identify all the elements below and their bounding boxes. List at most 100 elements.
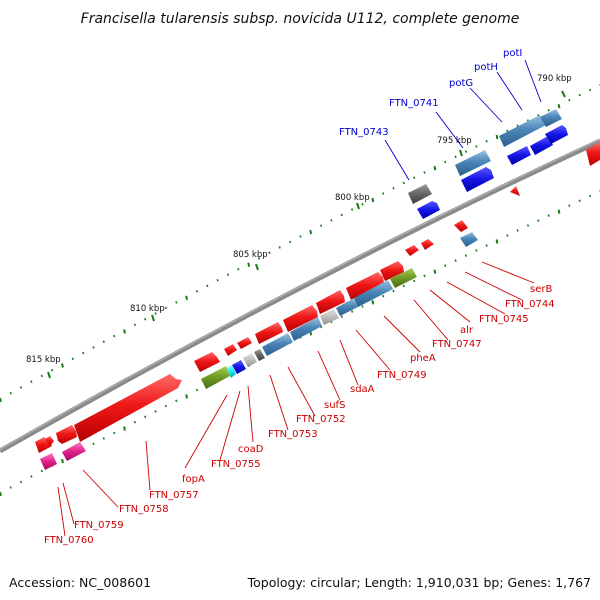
gene-arrow[interactable] <box>201 366 230 389</box>
gene-arrow[interactable] <box>283 305 318 332</box>
gene-arrow[interactable] <box>243 353 257 367</box>
tick-mark <box>547 214 550 217</box>
gene-arrow[interactable] <box>454 220 468 232</box>
gene-label-ftn0743[interactable]: FTN_0743 <box>339 127 389 138</box>
tick-mark <box>495 134 499 140</box>
tick-mark <box>485 244 488 247</box>
gene-arrow[interactable] <box>254 349 265 361</box>
gene-arrow[interactable] <box>408 184 432 204</box>
gene-arrow[interactable] <box>237 337 252 349</box>
tick-mark <box>102 437 105 440</box>
gene-arrow[interactable] <box>74 374 182 442</box>
tick-mark <box>144 317 147 321</box>
gene-arrow[interactable] <box>455 150 491 176</box>
tick-mark <box>92 442 95 446</box>
tick-mark <box>433 166 437 171</box>
gene-arrow[interactable] <box>56 425 77 444</box>
gene-label-ftn0758[interactable]: FTN_0758 <box>119 504 169 515</box>
gene-label-ftn0747[interactable]: FTN_0747 <box>432 339 482 350</box>
tick-mark <box>30 380 33 383</box>
gene-arrow[interactable] <box>530 136 553 155</box>
gene-arrow[interactable] <box>460 232 478 247</box>
gene-label-alr[interactable]: alr <box>460 325 474 336</box>
gene-label-sdaa[interactable]: sdaA <box>350 384 375 395</box>
gene-label-phea[interactable]: pheA <box>410 353 436 364</box>
gene-label-serb[interactable]: serB <box>530 284 552 295</box>
kbp-label-790: 790 kbp <box>537 74 572 84</box>
major-tick-795 <box>459 149 463 157</box>
tick-mark <box>61 458 64 464</box>
gene-arrow[interactable] <box>586 142 600 166</box>
kbp-label-815: 815 kbp <box>26 355 61 365</box>
gene-arrow[interactable] <box>461 167 494 192</box>
gene-arrow[interactable] <box>290 317 322 341</box>
gene-arrow[interactable] <box>316 290 345 314</box>
tick-mark <box>371 197 375 203</box>
tick-mark <box>154 410 157 413</box>
gene-arrow[interactable] <box>354 280 393 307</box>
reverse-genes-track <box>201 109 562 389</box>
gene-arrow[interactable] <box>194 352 220 372</box>
gene-arrow[interactable] <box>232 360 246 374</box>
gene-arrow[interactable] <box>510 186 520 196</box>
gene-label-ftn0752[interactable]: FTN_0752 <box>296 414 346 425</box>
gene-arrow[interactable] <box>380 261 404 281</box>
gene-label-ftn0745[interactable]: FTN_0745 <box>479 314 529 325</box>
tick-mark <box>206 284 209 288</box>
gene-arrow[interactable] <box>545 125 568 144</box>
gene-label-poti[interactable]: potI <box>503 48 522 59</box>
gene-arrow[interactable] <box>499 115 546 147</box>
gene-label-sufs[interactable]: sufS <box>324 400 345 411</box>
gene-label-ftn0749[interactable]: FTN_0749 <box>377 370 427 381</box>
tick-mark <box>226 273 230 276</box>
gene-label-ftn0759[interactable]: FTN_0759 <box>74 520 124 531</box>
gene-arrow[interactable] <box>62 442 86 461</box>
position-markers: 790 kbp 795 kbp 800 kbp 805 kbp 810 kbp … <box>26 74 572 379</box>
tick-mark <box>40 374 43 378</box>
accession-text: Accession: NC_008601 <box>9 575 151 590</box>
tick-mark <box>319 224 323 227</box>
gene-arrow[interactable] <box>421 239 434 250</box>
major-tick-800 <box>356 202 360 210</box>
gene-label-ftn0757[interactable]: FTN_0757 <box>149 490 199 501</box>
gene-arrow[interactable] <box>255 322 283 344</box>
gene-label-potg[interactable]: potG <box>449 78 473 89</box>
gene-arrow[interactable] <box>40 453 57 470</box>
gene-arrow[interactable] <box>320 309 339 325</box>
gene-arrow[interactable] <box>507 146 531 165</box>
gene-label-ftn0744[interactable]: FTN_0744 <box>505 299 555 310</box>
gene-label-ftn0753[interactable]: FTN_0753 <box>268 429 318 440</box>
gene-arrow[interactable] <box>417 201 440 219</box>
tick-mark <box>506 129 509 133</box>
gene-arrow[interactable] <box>262 333 293 356</box>
tick-mark <box>392 289 395 293</box>
tick-mark <box>144 415 147 419</box>
gene-arrow[interactable] <box>405 245 419 256</box>
gene-arrow[interactable] <box>390 268 417 288</box>
gene-label-fopa[interactable]: fopA <box>182 474 205 485</box>
tick-mark <box>578 93 581 97</box>
gene-arrow[interactable] <box>227 365 236 378</box>
gene-arrow[interactable] <box>224 344 237 356</box>
gene-label-poth[interactable]: potH <box>474 62 498 73</box>
major-tick-810 <box>151 314 155 322</box>
gene-label-ftn0741[interactable]: FTN_0741 <box>389 98 439 109</box>
tick-mark <box>175 399 178 403</box>
major-tick-815 <box>47 371 51 379</box>
tick-mark <box>30 475 33 478</box>
genome-backbone <box>0 138 600 454</box>
gene-arrow[interactable] <box>45 436 54 446</box>
tick-mark <box>164 404 168 408</box>
tick-mark <box>475 249 478 252</box>
gene-arrow[interactable] <box>336 298 358 316</box>
gene-label-coad[interactable]: coaD <box>238 444 264 455</box>
gene-arrow[interactable] <box>540 109 562 127</box>
gene-label-ftn0755[interactable]: FTN_0755 <box>211 459 261 470</box>
tick-mark <box>9 391 12 395</box>
gene-arrow[interactable] <box>346 272 384 300</box>
tick-mark <box>537 219 540 222</box>
tick-mark <box>0 397 2 403</box>
gene-label-ftn0760[interactable]: FTN_0760 <box>44 535 94 546</box>
gene-labels-upper: potI potH potG FTN_0741 FTN_0743 <box>339 48 522 138</box>
